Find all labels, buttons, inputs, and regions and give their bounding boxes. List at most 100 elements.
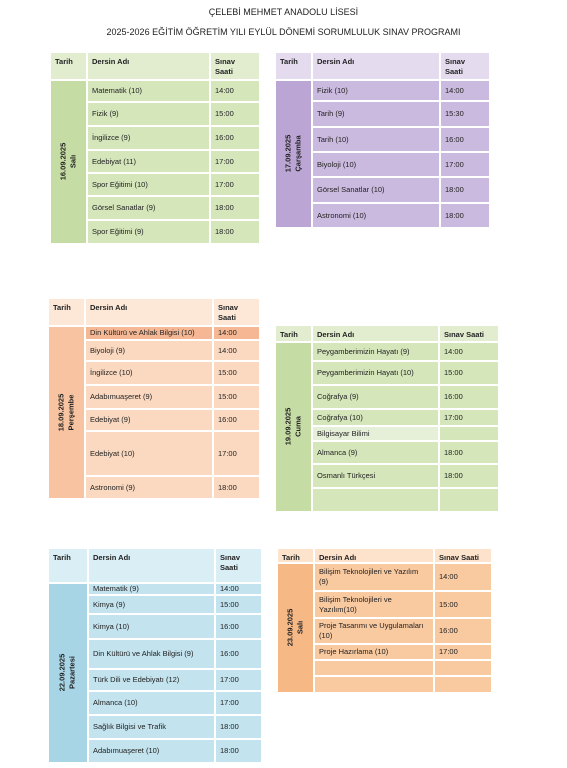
day: Salı [68,154,77,169]
subject-cell: Proje Hazırlama (10) [314,644,434,660]
subject-cell: Fizik (10) [312,80,440,101]
subject-cell: Matematik (10) [87,80,210,102]
date: 19.09.2025 [283,407,292,446]
day: Cuma [293,416,302,437]
subject-cell: Fizik (9) [87,102,210,126]
empty-cell [434,676,492,693]
time-cell: 17:00 [215,691,262,715]
subject-cell: Edebiyat (9) [85,409,213,431]
time-cell: 15:00 [215,595,262,614]
date: 22.09.2025 [57,653,67,692]
subject-cell: Kimya (9) [88,595,215,614]
time-cell: 15:00 [434,591,492,618]
subject-cell: Adabımuaşeret (10) [88,739,215,763]
header-cell: Sınav Saati [213,298,260,326]
subject-cell: Astronomi (9) [85,476,213,499]
subject-cell: Biyoloji (9) [85,340,213,361]
day: Perşembe [66,394,75,430]
subject-cell: Din Kültürü ve Ahlak Bilgisi (9) [88,639,215,669]
subject-cell: İngilizce (10) [85,361,213,385]
subject-cell: Proje Tasarımı ve Uygulamaları (10) [314,618,434,644]
header-cell: Tarih [275,52,312,80]
day: Pazartesi [67,656,77,689]
header-cell: Sınav Saati [434,548,492,563]
empty-cell [314,660,434,676]
time-cell: 17:00 [213,431,260,476]
empty-cell [312,488,439,512]
time-cell: 17:00 [434,644,492,660]
subject-cell: Din Kültürü ve Ahlak Bilgisi (10) [85,326,213,340]
time-cell: 14:00 [440,80,490,101]
date-cell [277,563,314,693]
time-cell: 17:00 [215,669,262,691]
time-cell: 17:00 [439,409,499,426]
time-cell: 18:00 [215,739,262,763]
header-cell: Tarih [48,298,85,326]
time-cell: 17:00 [210,150,260,173]
date-cell [50,80,87,244]
subject-cell: Biyoloji (10) [312,152,440,177]
empty-cell [434,660,492,676]
subject-cell: Coğrafya (9) [312,385,439,409]
time-cell: 14:00 [434,563,492,591]
time-cell: 16:00 [434,618,492,644]
time-cell [439,426,499,441]
date: 16.09.2025 [58,142,67,181]
time-cell: 16:00 [440,127,490,152]
header-cell: Dersin Adı [87,52,210,80]
header-cell: Dersin Adı [85,298,213,326]
subject-cell: Bilgisayar Bilimi [312,426,439,441]
header-cell: Dersin Adı [88,548,215,583]
header-cell: Sınav Saati [440,52,490,80]
time-cell: 14:00 [439,342,499,361]
time-cell: 18:00 [439,464,499,488]
header-cell: Dersin Adı [314,548,434,563]
subject-cell: Edebiyat (10) [85,431,213,476]
date-cell [275,80,312,228]
date: 17.09.2025 [283,134,292,173]
header-cell: Tarih [50,52,87,80]
doc-title: 2025-2026 EĞİTİM ÖĞRETİM YILI EYLÜL DÖNE… [106,27,461,37]
subject-cell: Bilişim Teknolojileri ve Yazılım(10) [314,591,434,618]
header-cell: Dersin Adı [312,325,439,342]
empty-cell [314,676,434,693]
subject-cell: Sağlık Bilgisi ve Trafik [88,715,215,739]
time-cell: 15:00 [210,102,260,126]
time-cell: 17:00 [440,152,490,177]
subject-cell: Almanca (10) [88,691,215,715]
time-cell: 14:00 [213,326,260,340]
time-cell: 16:00 [215,639,262,669]
subject-cell: İngilizce (9) [87,126,210,150]
header-cell: Tarih [277,548,314,563]
time-cell: 14:00 [210,80,260,102]
time-cell: 15:00 [439,361,499,385]
subject-cell: Coğrafya (10) [312,409,439,426]
empty-cell [439,488,499,512]
date-cell [275,342,312,512]
time-cell: 16:00 [215,614,262,639]
time-cell: 16:00 [213,409,260,431]
header-cell: Dersin Adı [312,52,440,80]
date-cell [48,326,85,499]
time-cell: 15:30 [440,101,490,127]
subject-cell: Spor Eğitimi (9) [87,220,210,244]
time-cell: 18:00 [440,177,490,203]
subject-cell: Spor Eğitimi (10) [87,173,210,196]
subject-cell: Tarih (9) [312,101,440,127]
time-cell: 15:00 [213,361,260,385]
time-cell: 18:00 [210,220,260,244]
subject-cell: Görsel Sanatlar (9) [87,196,210,220]
subject-cell: Kimya (10) [88,614,215,639]
time-cell: 18:00 [215,715,262,739]
header-cell: Sınav Saati [210,52,260,80]
time-cell: 17:00 [210,173,260,196]
header-cell: Tarih [48,548,88,583]
subject-cell: Türk Dili ve Edebiyatı (12) [88,669,215,691]
date: 18.09.2025 [56,393,65,431]
subject-cell: Edebiyat (11) [87,150,210,173]
subject-cell: Matematik (9) [88,583,215,595]
time-cell: 18:00 [440,203,490,228]
header-cell: Tarih [275,325,312,342]
time-cell: 15:00 [213,385,260,409]
subject-cell: Tarih (10) [312,127,440,152]
